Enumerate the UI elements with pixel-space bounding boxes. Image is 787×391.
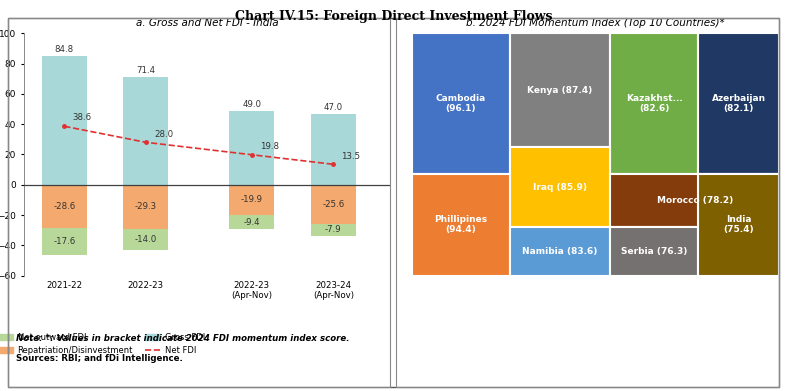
Text: 84.8: 84.8 bbox=[55, 45, 74, 54]
Text: Cambodia
(96.1): Cambodia (96.1) bbox=[436, 94, 486, 113]
Text: 19.8: 19.8 bbox=[260, 142, 279, 151]
Text: 49.0: 49.0 bbox=[242, 100, 261, 109]
Text: Sources: RBI; and fDi Intelligence.: Sources: RBI; and fDi Intelligence. bbox=[16, 354, 183, 363]
Bar bbox=[509, 33, 611, 147]
Text: Kazakhst...
(82.6): Kazakhst... (82.6) bbox=[626, 94, 683, 113]
Bar bbox=[42, 185, 87, 228]
Bar bbox=[611, 174, 779, 227]
Title: a. Gross and Net FDI - India: a. Gross and Net FDI - India bbox=[135, 18, 279, 28]
Text: Namibia (83.6): Namibia (83.6) bbox=[523, 247, 597, 256]
Bar bbox=[229, 185, 274, 215]
Bar bbox=[311, 185, 356, 224]
Bar bbox=[42, 228, 87, 255]
Text: -14.0: -14.0 bbox=[135, 235, 157, 244]
Text: Morocco (78.2): Morocco (78.2) bbox=[656, 196, 733, 205]
Bar bbox=[229, 215, 274, 229]
Bar bbox=[124, 77, 168, 185]
Text: -17.6: -17.6 bbox=[54, 237, 76, 246]
Bar bbox=[124, 185, 168, 229]
Text: Kenya (87.4): Kenya (87.4) bbox=[527, 86, 593, 95]
Title: b. 2024 FDI Momentum Index (Top 10 Countries)*: b. 2024 FDI Momentum Index (Top 10 Count… bbox=[467, 18, 725, 28]
Bar bbox=[611, 227, 698, 276]
Bar bbox=[611, 33, 698, 174]
Text: 71.4: 71.4 bbox=[136, 66, 155, 75]
Text: India
(75.4): India (75.4) bbox=[723, 215, 754, 235]
Bar bbox=[311, 113, 356, 185]
Text: -9.4: -9.4 bbox=[243, 217, 260, 226]
Bar bbox=[509, 227, 611, 276]
Text: Phillipines
(94.4): Phillipines (94.4) bbox=[434, 215, 487, 235]
Bar bbox=[229, 111, 274, 185]
Text: Serbia (76.3): Serbia (76.3) bbox=[621, 247, 688, 256]
Text: 13.5: 13.5 bbox=[342, 151, 360, 161]
Bar bbox=[698, 33, 779, 174]
Text: -29.3: -29.3 bbox=[135, 203, 157, 212]
Bar bbox=[124, 229, 168, 250]
Text: 38.6: 38.6 bbox=[72, 113, 91, 122]
Text: Chart IV.15: Foreign Direct Investment Flows: Chart IV.15: Foreign Direct Investment F… bbox=[235, 10, 552, 23]
Text: -19.9: -19.9 bbox=[241, 196, 263, 204]
Bar bbox=[412, 174, 509, 276]
Text: -28.6: -28.6 bbox=[54, 202, 76, 211]
Text: 47.0: 47.0 bbox=[323, 103, 343, 112]
Text: -25.6: -25.6 bbox=[322, 200, 345, 209]
Text: Note: *: Values in bracket indicate 2024 FDI momentum index score.: Note: *: Values in bracket indicate 2024… bbox=[16, 334, 349, 343]
Text: 28.0: 28.0 bbox=[154, 129, 173, 138]
Text: -7.9: -7.9 bbox=[325, 225, 342, 234]
Legend: Net outward FDI, Repatriation/Disinvestment, Gross FDI, Net FDI: Net outward FDI, Repatriation/Disinvestm… bbox=[0, 333, 205, 355]
Bar bbox=[42, 56, 87, 185]
Text: Azerbaijan
(82.1): Azerbaijan (82.1) bbox=[711, 94, 766, 113]
Bar bbox=[311, 224, 356, 235]
Bar bbox=[509, 147, 611, 227]
Text: Iraq (85.9): Iraq (85.9) bbox=[533, 183, 587, 192]
Bar bbox=[412, 33, 509, 174]
Bar bbox=[698, 174, 779, 276]
